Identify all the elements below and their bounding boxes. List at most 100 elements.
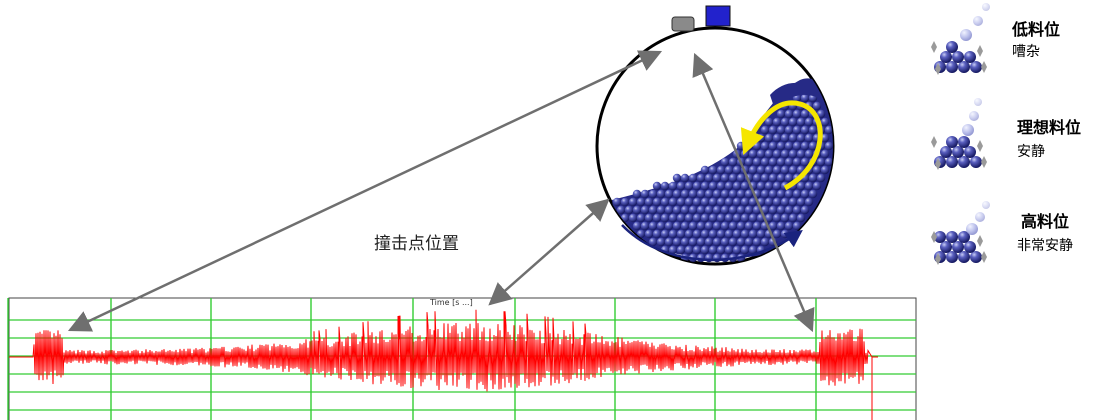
ball	[812, 165, 822, 175]
ball	[740, 245, 750, 255]
ball	[940, 146, 952, 158]
ball	[756, 181, 766, 191]
ball	[672, 221, 682, 231]
legend-ideal-title: 理想料位	[1017, 118, 1081, 137]
ball	[752, 237, 762, 247]
ball	[728, 173, 738, 183]
ball	[692, 245, 702, 255]
ball	[684, 245, 694, 255]
ball	[680, 237, 690, 247]
ball	[808, 189, 818, 199]
ball	[636, 197, 646, 207]
ball	[740, 229, 750, 239]
ball	[644, 213, 654, 223]
ball	[668, 245, 678, 255]
ball	[616, 205, 626, 215]
ball	[696, 189, 706, 199]
ball	[780, 149, 790, 159]
ball	[776, 205, 786, 215]
ball	[688, 189, 698, 199]
ball	[704, 237, 714, 247]
pointer-right-impact	[692, 52, 815, 333]
spark-icon	[935, 158, 941, 170]
ball	[964, 146, 976, 158]
legend-item-ideal: 理想料位 安静	[931, 98, 1081, 170]
ball	[756, 165, 766, 175]
ball	[744, 221, 754, 231]
ball	[676, 197, 686, 207]
ball	[970, 156, 982, 168]
ball	[776, 173, 786, 183]
ball	[764, 181, 774, 191]
ball	[728, 189, 738, 199]
ball	[644, 197, 654, 207]
ball	[700, 165, 710, 175]
ball	[820, 117, 830, 127]
ball	[640, 221, 650, 231]
ball	[816, 109, 826, 119]
legend-high-title: 高料位	[1021, 212, 1069, 231]
ball	[708, 181, 718, 191]
ball	[970, 61, 982, 73]
vibration-signal	[9, 309, 878, 420]
ball	[958, 136, 970, 148]
ball	[824, 125, 833, 135]
ball	[744, 205, 754, 215]
ball-flying	[962, 124, 974, 136]
ball	[772, 165, 782, 175]
ball	[720, 205, 730, 215]
ball-flying	[982, 201, 990, 209]
ball	[660, 213, 670, 223]
ball	[780, 133, 790, 143]
ball	[780, 197, 790, 207]
ball	[784, 109, 794, 119]
ball	[672, 205, 682, 215]
ball	[768, 205, 778, 215]
ball-flying	[975, 212, 985, 222]
ball	[776, 189, 786, 199]
ball	[728, 221, 738, 231]
ball	[760, 141, 770, 151]
ball	[776, 221, 786, 231]
ball	[776, 109, 786, 119]
spark-icon	[931, 231, 937, 243]
ball	[940, 51, 952, 63]
legend-item-high: 高料位 非常安静	[931, 201, 1073, 265]
ball	[704, 205, 714, 215]
ball	[958, 231, 970, 243]
ball	[692, 229, 702, 239]
ball-flying	[969, 111, 979, 121]
ball	[820, 165, 830, 175]
ball	[812, 101, 822, 111]
ball	[796, 181, 806, 191]
ball	[660, 229, 670, 239]
ball	[760, 189, 770, 199]
ball	[668, 181, 678, 191]
ball	[740, 197, 750, 207]
ball	[680, 173, 690, 183]
ball	[772, 133, 782, 143]
ball	[664, 221, 674, 231]
ball	[652, 181, 662, 191]
ball	[800, 125, 810, 135]
ball	[652, 197, 662, 207]
legend-high-desc: 非常安静	[1017, 238, 1073, 254]
ball	[784, 221, 794, 231]
ball	[664, 189, 674, 199]
ideal-level-balls-icon	[931, 98, 987, 170]
ball	[764, 149, 774, 159]
ball	[752, 173, 762, 183]
impact-pointers	[67, 50, 815, 333]
ball-flying	[966, 223, 978, 235]
ball	[672, 189, 682, 199]
ball	[776, 157, 786, 167]
ball	[970, 251, 982, 263]
ball	[952, 241, 964, 253]
ball	[800, 109, 810, 119]
ball	[724, 165, 734, 175]
ball	[804, 149, 814, 159]
ball	[704, 189, 714, 199]
ball	[728, 237, 738, 247]
signal-panel: Time [s ...]	[7, 297, 917, 420]
ball	[680, 205, 690, 215]
